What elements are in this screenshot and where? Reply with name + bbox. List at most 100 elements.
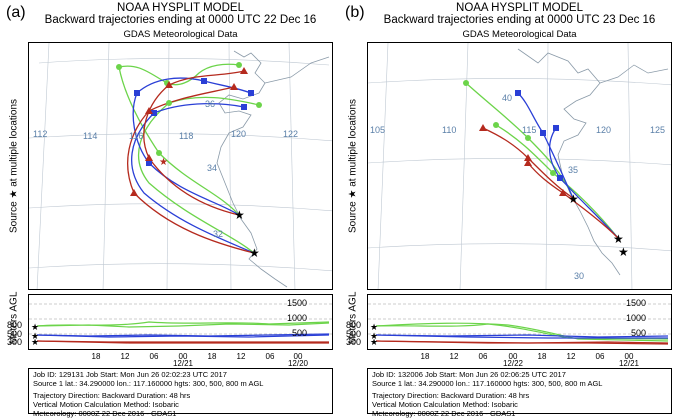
svg-text:★: ★ bbox=[31, 322, 39, 332]
source-star: ★ bbox=[618, 245, 629, 259]
height-tick: 500 bbox=[630, 328, 646, 338]
info-line: Job ID: 132006 Job Start: Mon Jun 26 02:… bbox=[372, 370, 566, 379]
info-line: Vertical Motion Calculation Method: Isob… bbox=[33, 400, 179, 409]
lon-label: 120 bbox=[231, 129, 247, 139]
model-title: NOAA HYSPLIT MODEL bbox=[456, 2, 583, 14]
model-title: NOAA HYSPLIT MODEL bbox=[117, 2, 244, 14]
lon-label: 112 bbox=[33, 129, 48, 139]
height-profile: ★ ★ ★ 1500 1000 500 bbox=[28, 294, 334, 350]
time-tick: 00 bbox=[178, 352, 188, 361]
trajectory-markers bbox=[116, 62, 262, 196]
lat-label: 36 bbox=[205, 99, 216, 109]
height-profile: ★ ★ ★ 1500 1000 500 bbox=[367, 294, 673, 350]
info-line: Job ID: 129131 Job Start: Mon Jun 26 02:… bbox=[33, 370, 227, 379]
date-tick: 12/20 bbox=[287, 359, 309, 368]
trajectory-map: ★ ★ ★ 105 110 115 120 125 40 35 30 bbox=[367, 42, 672, 290]
trajectory-red-2 bbox=[127, 86, 255, 254]
time-tick: 18 bbox=[537, 352, 547, 361]
time-tick: 18 bbox=[207, 352, 217, 361]
job-info: Job ID: 132006 Job Start: Mon Jun 26 02:… bbox=[367, 368, 672, 418]
trajectory-blue-1 bbox=[132, 77, 252, 216]
trajectory-blue-2 bbox=[131, 102, 255, 254]
info-line: Meteorology: 0000Z 22 Dec 2016 - GDAS1 bbox=[33, 409, 177, 418]
start-height: 800 bbox=[6, 320, 22, 330]
lat-label: 30 bbox=[574, 271, 585, 281]
svg-text:★: ★ bbox=[31, 331, 39, 341]
lon-label: 125 bbox=[650, 125, 666, 135]
time-tick: 18 bbox=[420, 352, 430, 361]
trajectory-green-1 bbox=[465, 82, 574, 199]
panel-b: (b) NOAA HYSPLIT MODEL Backward trajecto… bbox=[339, 0, 678, 418]
source-axis-label: Source ★ at multiple locations bbox=[8, 98, 20, 234]
time-tick: 12 bbox=[449, 352, 459, 361]
time-tick: 06 bbox=[149, 352, 159, 361]
lat-label: 40 bbox=[502, 93, 513, 103]
source-star: ★ bbox=[249, 246, 260, 260]
height-tick: 1000 bbox=[286, 313, 307, 323]
date-tick: 12/21 bbox=[618, 359, 640, 368]
panel-a: (a) NOAA HYSPLIT MODEL Backward trajecto… bbox=[0, 0, 339, 418]
time-tick: 06 bbox=[265, 352, 275, 361]
lat-label: 34 bbox=[207, 163, 218, 173]
met-data-title: GDAS Meteorological Data bbox=[462, 29, 577, 40]
svg-text:★: ★ bbox=[370, 322, 378, 332]
date-tick: 12/22 bbox=[502, 359, 524, 368]
trajectory-markers bbox=[463, 80, 567, 196]
source-star: ★ bbox=[568, 192, 579, 206]
trajectory-blue-2 bbox=[549, 127, 619, 239]
info-line: Vertical Motion Calculation Method: Isob… bbox=[372, 400, 518, 409]
time-tick: 12 bbox=[566, 352, 576, 361]
lon-label: 115 bbox=[522, 125, 537, 135]
lon-label: 105 bbox=[370, 125, 386, 135]
trajectory-green-1 bbox=[118, 63, 240, 216]
met-data-title: GDAS Meteorological Data bbox=[123, 29, 238, 40]
start-height: 500 bbox=[6, 329, 22, 339]
lon-label: 116 bbox=[129, 131, 144, 141]
trajectory-red-1 bbox=[143, 70, 245, 216]
time-tick: 12 bbox=[236, 352, 246, 361]
info-line: Source 1 lat.: 34.290000 lon.: 117.16000… bbox=[33, 379, 264, 388]
date-tick: 12/21 bbox=[172, 359, 194, 368]
height-tick: 1500 bbox=[286, 298, 307, 308]
info-line: Meteorology: 0000Z 22 Dec 2016 - GDAS1 bbox=[372, 409, 516, 418]
height-tick: 1500 bbox=[625, 298, 646, 308]
coastline bbox=[216, 50, 288, 288]
time-tick: 00 bbox=[508, 352, 518, 361]
trajectory-title: Backward trajectories ending at 0000 UTC… bbox=[383, 14, 656, 26]
coastline bbox=[517, 48, 621, 276]
source-star: ★ bbox=[613, 232, 624, 246]
time-tick: 00 bbox=[624, 352, 634, 361]
source-axis-label: Source ★ at multiple locations bbox=[347, 98, 359, 234]
source-star: ★ bbox=[234, 208, 245, 222]
lat-label: 35 bbox=[568, 165, 579, 175]
panel-label: (a) bbox=[6, 4, 26, 21]
start-height: 800 bbox=[345, 320, 361, 330]
time-tick: 12 bbox=[120, 352, 130, 361]
start-height: 300 bbox=[345, 337, 361, 347]
lon-label: 120 bbox=[596, 125, 612, 135]
start-height: 300 bbox=[6, 337, 22, 347]
time-tick: 06 bbox=[478, 352, 488, 361]
lat-label: 32 bbox=[213, 229, 224, 239]
svg-text:★: ★ bbox=[370, 331, 378, 341]
job-info: Job ID: 129131 Job Start: Mon Jun 26 02:… bbox=[28, 368, 333, 418]
time-tick: 00 bbox=[293, 352, 303, 361]
info-line: Trajectory Direction: Backward Duration:… bbox=[372, 391, 530, 400]
height-tick: 1000 bbox=[625, 313, 646, 323]
source-star: ★ bbox=[159, 157, 168, 168]
panel-label: (b) bbox=[345, 4, 365, 21]
lon-label: 110 bbox=[442, 125, 457, 135]
svg-text:★: ★ bbox=[31, 337, 39, 347]
time-tick: 06 bbox=[595, 352, 605, 361]
start-height: 500 bbox=[345, 329, 361, 339]
time-tick: 18 bbox=[91, 352, 101, 361]
lon-label: 122 bbox=[283, 129, 299, 139]
lon-label: 118 bbox=[179, 131, 194, 141]
lon-label: 114 bbox=[83, 131, 98, 141]
trajectory-title: Backward trajectories ending at 0000 UTC… bbox=[44, 14, 317, 26]
trajectory-green-2 bbox=[137, 96, 260, 254]
trajectory-map: ★ ★ ★ 112 114 116 118 120 122 36 34 32 bbox=[28, 42, 333, 290]
info-line: Source 1 lat.: 34.290000 lon.: 117.16000… bbox=[372, 379, 603, 388]
height-tick: 500 bbox=[291, 328, 307, 338]
info-line: Trajectory Direction: Backward Duration:… bbox=[33, 391, 191, 400]
